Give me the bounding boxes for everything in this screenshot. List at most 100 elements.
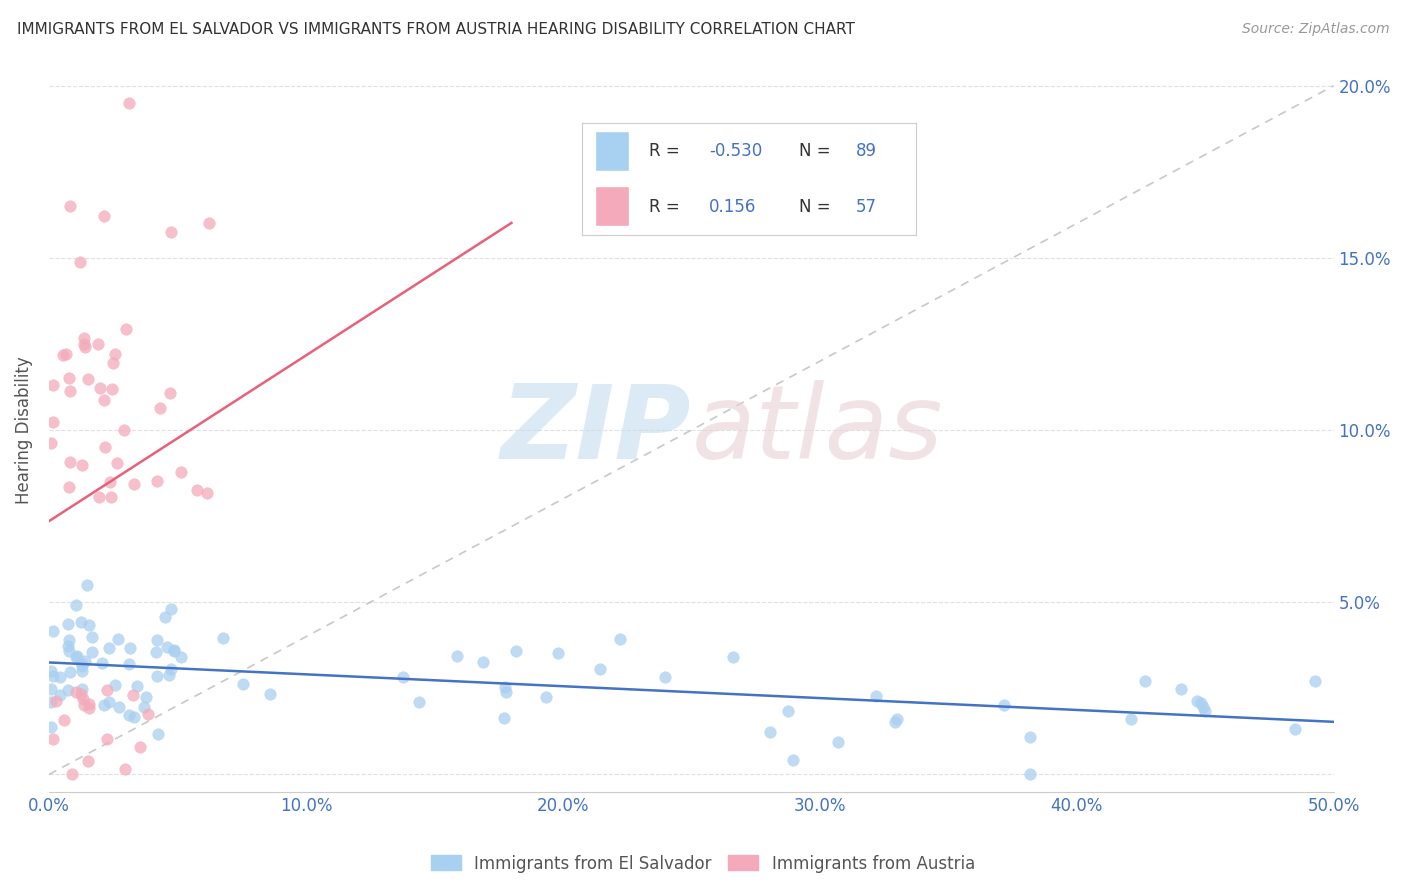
Point	[446, 648, 468, 663]
Point	[118, 95, 141, 110]
Point	[146, 669, 169, 683]
Point	[609, 632, 631, 647]
Point	[159, 226, 181, 240]
Point	[146, 474, 169, 488]
Point	[259, 687, 281, 701]
Point	[114, 322, 136, 336]
Point	[52, 348, 75, 362]
Point	[58, 480, 80, 494]
Point	[70, 681, 93, 696]
Point	[100, 382, 122, 396]
Point	[827, 735, 849, 749]
Point	[73, 654, 96, 668]
Point	[212, 632, 235, 646]
Point	[58, 384, 80, 398]
Point	[72, 337, 94, 351]
Point	[70, 687, 93, 701]
Point	[122, 476, 145, 491]
Point	[41, 695, 63, 709]
Point	[96, 683, 118, 698]
Point	[107, 456, 129, 470]
Point	[136, 707, 159, 722]
Point	[70, 657, 93, 672]
Point	[60, 767, 83, 781]
Point	[160, 662, 183, 676]
Point	[505, 644, 527, 658]
Point	[114, 762, 136, 776]
Point	[186, 483, 208, 498]
Point	[495, 685, 517, 699]
Point	[39, 682, 62, 697]
Point	[93, 209, 115, 223]
Point	[993, 698, 1015, 712]
Point	[66, 648, 89, 663]
Point	[58, 371, 80, 385]
Point	[723, 650, 745, 665]
Point	[232, 677, 254, 691]
Point	[145, 632, 167, 647]
Point	[494, 680, 516, 694]
Point	[82, 630, 104, 644]
Point	[69, 255, 91, 269]
Point	[1133, 673, 1156, 688]
Point	[39, 436, 62, 450]
Point	[492, 711, 515, 725]
Point	[65, 598, 87, 612]
Point	[90, 656, 112, 670]
Point	[42, 731, 65, 746]
Point	[56, 639, 79, 653]
Text: Source: ZipAtlas.com: Source: ZipAtlas.com	[1241, 22, 1389, 37]
Point	[782, 753, 804, 767]
Point	[73, 698, 96, 712]
Point	[758, 725, 780, 739]
Point	[97, 641, 120, 656]
Point	[1192, 699, 1215, 714]
Point	[149, 401, 172, 416]
Point	[170, 465, 193, 479]
Point	[65, 650, 87, 665]
Point	[100, 490, 122, 504]
Point	[120, 640, 142, 655]
Point	[42, 377, 65, 392]
Point	[145, 645, 167, 659]
Point	[73, 330, 96, 344]
Point	[1284, 722, 1306, 736]
Text: atlas: atlas	[692, 380, 943, 480]
Point	[776, 704, 799, 718]
Point	[77, 697, 100, 711]
Point	[93, 392, 115, 407]
Point	[159, 386, 181, 401]
Point	[157, 668, 180, 682]
Point	[1019, 730, 1042, 744]
Point	[107, 632, 129, 647]
Point	[118, 657, 141, 671]
Point	[72, 664, 94, 678]
Point	[408, 695, 430, 709]
Point	[124, 710, 146, 724]
Point	[87, 337, 110, 351]
Point	[70, 658, 93, 673]
Point	[198, 216, 221, 230]
Point	[96, 732, 118, 747]
Point	[97, 695, 120, 709]
Point	[77, 618, 100, 632]
Text: ZIP: ZIP	[501, 380, 692, 481]
Point	[1189, 696, 1212, 710]
Point	[87, 490, 110, 504]
Point	[146, 727, 169, 741]
Point	[59, 455, 82, 469]
Point	[59, 199, 82, 213]
Point	[104, 347, 127, 361]
Point	[65, 685, 87, 699]
Point	[886, 712, 908, 726]
Point	[41, 416, 63, 430]
Point	[70, 615, 93, 630]
Point	[94, 440, 117, 454]
Point	[80, 645, 103, 659]
Legend: Immigrants from El Salvador, Immigrants from Austria: Immigrants from El Salvador, Immigrants …	[425, 848, 981, 880]
Point	[1018, 767, 1040, 781]
Point	[125, 679, 148, 693]
Point	[155, 609, 177, 624]
Y-axis label: Hearing Disability: Hearing Disability	[15, 356, 32, 504]
Point	[547, 647, 569, 661]
